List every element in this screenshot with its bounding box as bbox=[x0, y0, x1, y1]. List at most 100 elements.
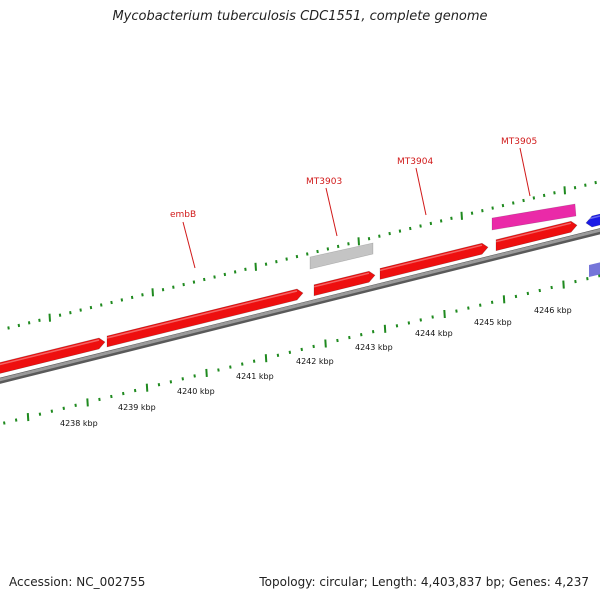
gene-box-slate[interactable] bbox=[589, 261, 600, 277]
outer-minor-tick bbox=[522, 198, 525, 203]
outer-major-tick bbox=[254, 262, 257, 271]
inner-minor-tick bbox=[50, 409, 54, 413]
scale-label-4240: 4240 kbp bbox=[177, 387, 215, 396]
inner-minor-tick bbox=[395, 324, 399, 328]
scale-label-4245: 4245 kbp bbox=[474, 318, 512, 327]
inner-minor-tick bbox=[538, 288, 541, 293]
gene-arrow-left-edge[interactable] bbox=[0, 337, 106, 375]
outer-minor-tick bbox=[192, 280, 196, 284]
inner-major-tick bbox=[264, 354, 268, 363]
inner-minor-tick bbox=[407, 321, 411, 325]
inner-major-tick bbox=[443, 309, 446, 319]
MT3903-leader bbox=[325, 187, 338, 237]
gene-arrow-blue[interactable] bbox=[585, 213, 600, 228]
outer-minor-tick bbox=[512, 201, 515, 205]
inner-minor-tick bbox=[312, 344, 315, 349]
inner-minor-tick bbox=[157, 383, 161, 387]
scale-label-4239: 4239 kbp bbox=[118, 403, 156, 412]
inner-minor-tick bbox=[181, 377, 184, 381]
outer-minor-tick bbox=[130, 295, 134, 300]
inner-minor-tick bbox=[229, 365, 232, 369]
inner-minor-tick bbox=[574, 279, 577, 284]
scale-label-4238: 4238 kbp bbox=[60, 419, 98, 428]
inner-minor-tick bbox=[479, 303, 482, 307]
inner-minor-tick bbox=[586, 277, 589, 281]
outer-major-tick bbox=[357, 237, 360, 246]
inner-minor-tick bbox=[276, 353, 280, 357]
inner-major-tick bbox=[26, 413, 30, 422]
gene-label-MT3903: MT3903 bbox=[306, 177, 342, 187]
outer-minor-tick bbox=[120, 298, 124, 302]
outer-minor-tick bbox=[89, 305, 93, 310]
outer-minor-tick bbox=[223, 272, 227, 277]
gene-highlight bbox=[495, 222, 572, 243]
gene-labels: embB MT3903 MT3904 MT3905 bbox=[170, 137, 537, 269]
gene-label-MT3905: MT3905 bbox=[501, 137, 537, 147]
inner-major-tick bbox=[383, 324, 387, 333]
gene-highlight bbox=[0, 339, 100, 366]
outer-tick-ruler bbox=[7, 180, 597, 330]
inner-minor-tick bbox=[371, 330, 375, 334]
outer-minor-tick bbox=[388, 231, 391, 236]
inner-major-tick bbox=[86, 398, 89, 407]
inner-minor-tick bbox=[74, 403, 77, 407]
outer-minor-tick bbox=[573, 186, 577, 190]
outer-minor-tick bbox=[141, 293, 144, 297]
outer-major-tick bbox=[48, 313, 51, 322]
outer-major-tick bbox=[151, 288, 154, 297]
scale-label-4246: 4246 kbp bbox=[534, 306, 572, 315]
inner-major-tick bbox=[205, 368, 208, 377]
outer-minor-tick bbox=[398, 229, 402, 233]
map-title: Mycobacterium tuberculosis CDC1551, comp… bbox=[112, 9, 488, 24]
outer-minor-tick bbox=[79, 308, 82, 312]
gene-highlight bbox=[106, 290, 298, 339]
gene-track bbox=[0, 203, 600, 375]
outer-minor-tick bbox=[17, 323, 21, 328]
inner-minor-tick bbox=[62, 406, 65, 410]
inner-minor-tick bbox=[252, 359, 256, 363]
gene-arrow-MT3905[interactable] bbox=[491, 203, 577, 231]
inner-major-tick bbox=[502, 295, 506, 304]
outer-minor-tick bbox=[203, 277, 206, 282]
outer-minor-tick bbox=[553, 191, 556, 195]
outer-minor-tick bbox=[182, 282, 185, 287]
genome-backbone bbox=[0, 228, 600, 384]
inner-minor-tick bbox=[288, 350, 292, 354]
gene-box-grey[interactable] bbox=[309, 242, 374, 270]
inner-minor-tick bbox=[241, 362, 244, 366]
outer-minor-tick bbox=[584, 183, 587, 187]
outer-minor-tick bbox=[409, 226, 412, 231]
gene-arrow-MT3903[interactable] bbox=[313, 270, 376, 297]
accession-text: Accession: NC_002755 bbox=[9, 575, 146, 589]
scale-label-4241: 4241 kbp bbox=[236, 372, 274, 381]
outer-minor-tick bbox=[542, 193, 546, 198]
scale-label-4242: 4242 kbp bbox=[296, 357, 334, 366]
outer-minor-tick bbox=[264, 262, 268, 266]
inner-minor-tick bbox=[98, 397, 101, 402]
gene-arrow-MT3904[interactable] bbox=[379, 242, 489, 280]
scale-labels: 4238 kbp 4239 kbp 4240 kbp 4241 kbp 4242… bbox=[60, 306, 572, 428]
outer-minor-tick bbox=[481, 209, 484, 213]
outer-minor-tick bbox=[295, 254, 299, 259]
outer-minor-tick bbox=[58, 313, 62, 317]
outer-minor-tick bbox=[285, 257, 288, 261]
outer-minor-tick bbox=[367, 237, 371, 241]
inner-tick-ruler bbox=[3, 274, 600, 425]
inner-minor-tick bbox=[38, 412, 42, 416]
gene-highlight bbox=[585, 215, 600, 221]
inner-minor-tick bbox=[217, 368, 220, 372]
inner-minor-tick bbox=[598, 274, 600, 278]
outer-minor-tick bbox=[110, 300, 113, 305]
outer-minor-tick bbox=[491, 206, 494, 210]
outer-minor-tick bbox=[275, 260, 278, 264]
MT3905-leader bbox=[519, 147, 531, 197]
inner-major-tick bbox=[324, 339, 327, 348]
gene-arrow-red-right[interactable] bbox=[495, 220, 578, 252]
outer-minor-tick bbox=[7, 326, 10, 330]
gene-arrow-embB[interactable] bbox=[106, 288, 304, 348]
outer-minor-tick bbox=[244, 267, 247, 271]
inner-minor-tick bbox=[431, 315, 434, 319]
outer-minor-tick bbox=[594, 180, 597, 185]
outer-major-tick bbox=[563, 186, 566, 195]
outer-minor-tick bbox=[69, 311, 72, 315]
